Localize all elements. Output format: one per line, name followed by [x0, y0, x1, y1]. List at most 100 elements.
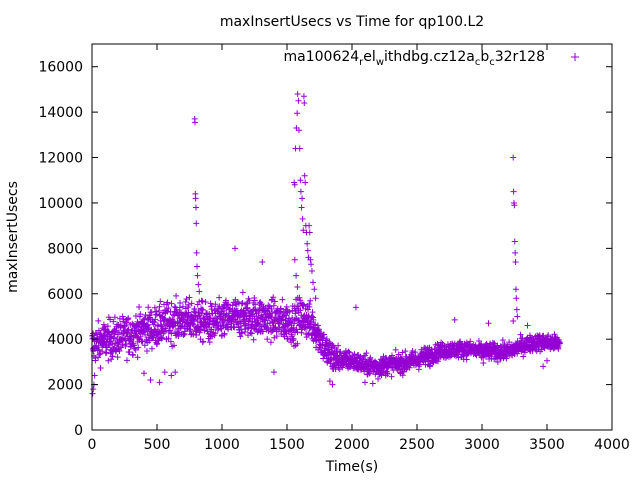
data-point — [180, 311, 187, 318]
data-point — [130, 342, 137, 349]
data-point — [295, 127, 302, 134]
data-point — [298, 322, 305, 329]
data-point — [259, 258, 266, 265]
data-point — [153, 311, 160, 318]
data-point — [114, 354, 121, 361]
data-point — [510, 318, 517, 325]
data-point — [123, 330, 130, 337]
x-tick-label: 0 — [88, 437, 97, 453]
data-point — [294, 90, 301, 97]
data-point — [388, 352, 395, 359]
data-point — [197, 326, 204, 333]
data-point — [200, 314, 207, 321]
data-point — [275, 326, 282, 333]
data-point — [409, 348, 416, 355]
data-point — [177, 300, 184, 307]
data-point — [161, 315, 168, 322]
data-point — [308, 261, 315, 268]
data-point — [326, 378, 333, 385]
data-point — [91, 372, 98, 379]
data-point — [208, 326, 215, 333]
data-point — [239, 300, 246, 307]
data-point — [402, 348, 409, 355]
data-point — [320, 331, 327, 338]
data-point — [295, 97, 302, 104]
data-point — [300, 93, 307, 100]
data-point — [273, 333, 280, 340]
data-point — [271, 369, 277, 376]
data-point — [242, 309, 249, 316]
data-point — [264, 307, 271, 314]
data-point — [399, 372, 406, 379]
data-point — [188, 330, 195, 337]
legend-label-segment: ma100624 — [284, 49, 360, 65]
data-point — [141, 370, 147, 377]
data-point — [237, 333, 244, 340]
data-point — [107, 316, 114, 323]
data-point — [540, 332, 547, 339]
data-point — [94, 347, 101, 354]
data-point — [168, 300, 175, 307]
data-point — [99, 348, 106, 355]
data-point — [290, 335, 297, 342]
data-point — [220, 316, 227, 323]
data-point — [494, 342, 501, 349]
x-tick-label: 1000 — [204, 437, 240, 453]
data-point — [291, 181, 298, 188]
data-point — [301, 100, 308, 107]
data-point — [232, 245, 238, 252]
x-tick-label: 1500 — [269, 437, 305, 453]
data-point — [314, 322, 321, 329]
data-point — [520, 353, 527, 360]
data-point — [223, 297, 230, 304]
data-point — [308, 268, 315, 275]
data-point — [218, 325, 225, 332]
data-point — [312, 295, 319, 302]
data-point — [375, 375, 381, 382]
data-point — [148, 309, 155, 316]
data-point — [119, 313, 126, 320]
data-point — [485, 320, 492, 327]
x-tick-label: 2000 — [334, 437, 370, 453]
data-point — [227, 305, 234, 312]
data-point — [104, 323, 111, 330]
data-point — [89, 390, 96, 397]
data-point — [279, 296, 286, 303]
x-tick-label: 3500 — [529, 437, 565, 453]
data-point — [135, 344, 142, 351]
data-point — [110, 318, 117, 325]
data-point — [211, 307, 218, 314]
legend-label: ma100624relwithdbg.cz12acbc32r128 — [284, 49, 546, 68]
data-point — [90, 386, 97, 393]
x-axis-label: Time(s) — [325, 459, 378, 475]
data-point — [270, 302, 277, 309]
data-point — [97, 365, 104, 372]
data-point — [399, 349, 406, 356]
data-point — [517, 331, 524, 338]
data-point — [180, 331, 187, 338]
legend-marker — [571, 53, 579, 61]
data-point — [207, 300, 214, 307]
data-point — [195, 281, 202, 288]
data-point — [268, 305, 275, 312]
data-point — [378, 365, 385, 372]
data-point — [494, 358, 501, 365]
data-point — [276, 325, 283, 332]
data-point — [187, 326, 194, 333]
data-point — [272, 314, 279, 321]
data-point — [118, 344, 125, 351]
data-point — [154, 322, 161, 329]
data-point — [95, 354, 102, 361]
data-point — [510, 154, 517, 161]
data-point — [167, 338, 174, 345]
data-point — [234, 299, 241, 306]
data-point — [191, 318, 198, 325]
data-point — [103, 349, 110, 356]
data-point — [307, 256, 314, 263]
data-point — [168, 330, 175, 337]
y-tick-label: 2000 — [47, 378, 83, 394]
data-point — [125, 315, 132, 322]
x-tick-label: 4000 — [594, 437, 630, 453]
data-point — [212, 301, 219, 308]
data-point — [174, 319, 181, 326]
